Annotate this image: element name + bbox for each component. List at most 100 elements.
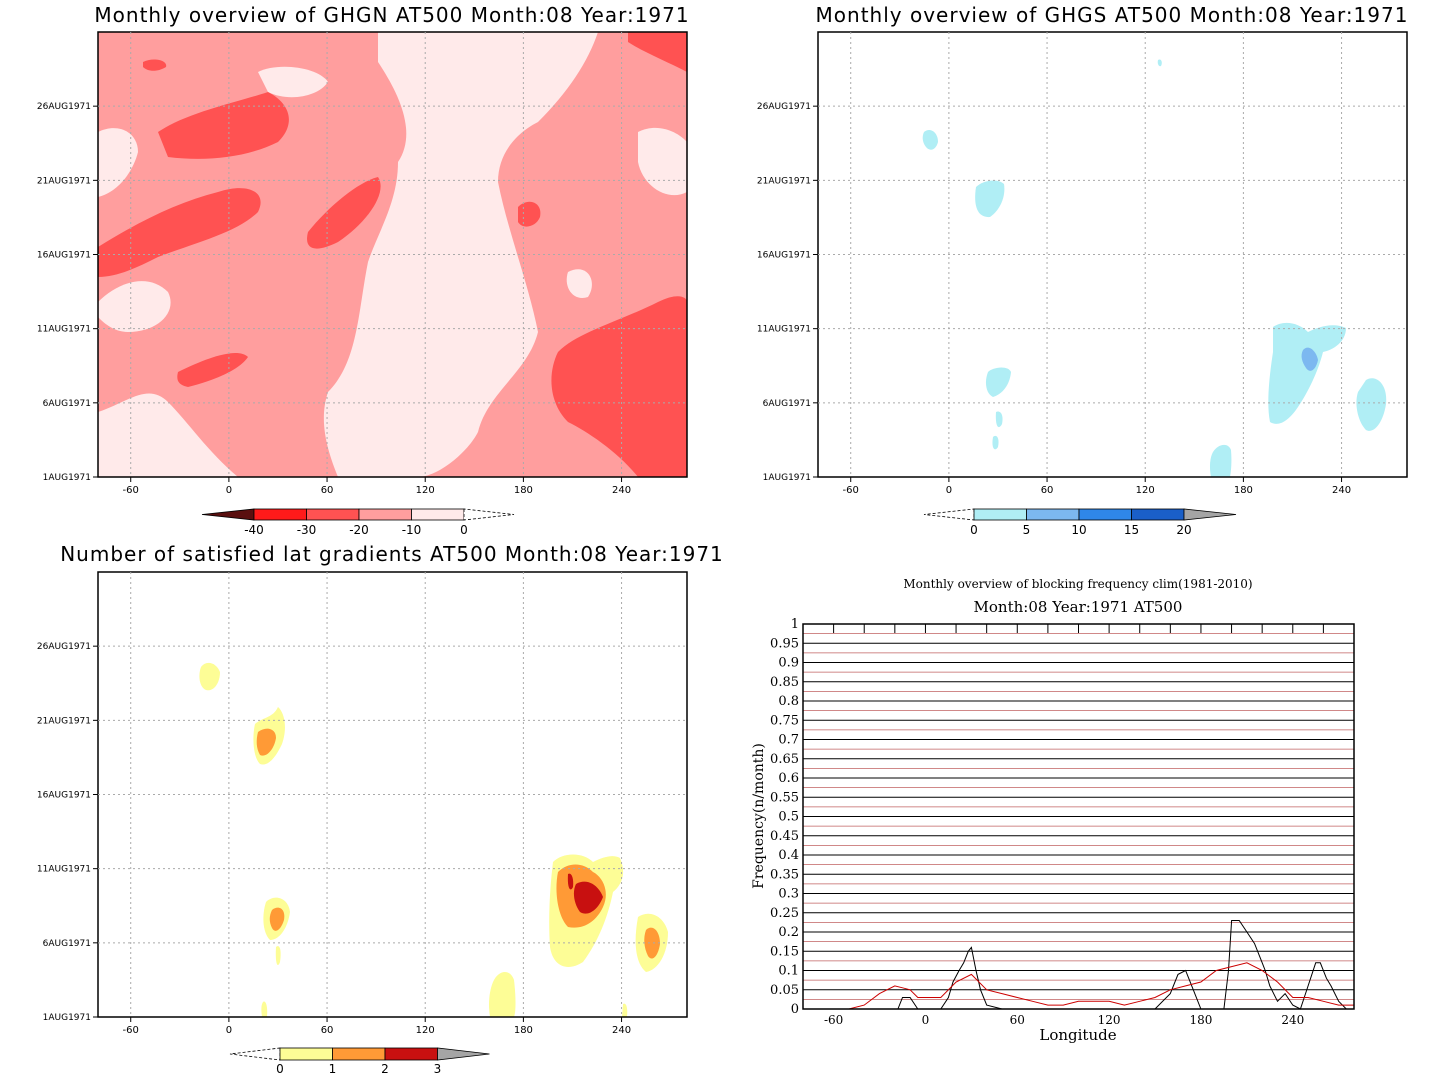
grad-blob-7: [489, 971, 516, 1017]
ghgs-ytick-label: 16AUG1971: [757, 251, 811, 261]
ghgn-region-m20-topright: [628, 32, 687, 72]
ghgs-blob-1: [922, 130, 938, 150]
ghgn-xtick-label: -60: [123, 485, 139, 496]
ghgn-region-light-center: [323, 32, 598, 477]
ghgn-cb-label: -40: [244, 523, 264, 537]
freq-ytick-label: 0.95: [770, 636, 799, 651]
ghgn-region-light-top: [258, 66, 328, 98]
ghgs-cb-low-triangle: [923, 508, 975, 521]
freq-ytick-label: 0.2: [778, 925, 799, 940]
ghgn-cb-label: -20: [349, 523, 369, 537]
freq-ytick-label: 0.9: [778, 656, 799, 671]
freq-ytick-label: 0.55: [770, 790, 799, 805]
ghgs-xtick-label: 0: [946, 485, 952, 496]
gradients-colorbar: 0 1 2 3: [229, 1047, 490, 1076]
ghgn-region-light-right: [638, 127, 687, 196]
freq-ytick-label: 1: [791, 617, 799, 632]
freq-ytick-label: 0: [791, 1002, 799, 1017]
freq-ytick-label: 0.15: [770, 944, 799, 959]
gradients-cb-box: [384, 1047, 438, 1061]
ghgs-cb-box: [1131, 508, 1185, 521]
ghgs-xtick-label: -60: [843, 485, 859, 496]
gradients-cb-box: [279, 1047, 333, 1061]
ghgs-blob-2: [975, 180, 1005, 218]
freq-ytick-label: 0.1: [778, 964, 799, 979]
gradients-cb-label: 2: [381, 1062, 389, 1076]
gradients-xtick-label: 0: [226, 1025, 232, 1036]
ghgn-region-m20-topleft: [143, 59, 167, 71]
grad-blob-9: [622, 1003, 628, 1017]
freq-series-black-line: [803, 920, 1354, 1010]
ghgn-ytick-label: 6AUG1971: [43, 399, 91, 409]
gradients-cb-label: 1: [329, 1062, 337, 1076]
ghgn-cb-label: -10: [402, 523, 422, 537]
freq-ytick-label: 0.7: [778, 733, 799, 748]
ghgn-xtick-label: 120: [416, 485, 435, 496]
ghgn-cb-box: [306, 508, 360, 521]
ghgs-colorbar: 0 5 10 15 20: [923, 508, 1237, 537]
panel-ghgn: Monthly overview of GHGN AT500 Month:08 …: [37, 3, 689, 537]
ghgn-cb-label: 0: [460, 523, 468, 537]
freq-ytick-label: 0.85: [770, 675, 799, 690]
ghgn-region-light-left: [98, 393, 238, 477]
gradients-xtick-label: -60: [123, 1025, 139, 1036]
ghgs-ytick-label: 21AUG1971: [757, 176, 811, 186]
ghgs-blob-6: [992, 435, 999, 450]
ghgs-cb-label: 0: [970, 523, 978, 537]
ghgn-xtick-label: 240: [612, 485, 631, 496]
freq-series-red-line: [803, 962, 1354, 1010]
ghgs-cb-box: [1078, 508, 1132, 521]
freq-xtick-label: 180: [1189, 1013, 1212, 1027]
ghgn-cb-box: [358, 508, 412, 521]
ghgn-cb-label: -30: [297, 523, 317, 537]
grad-blob-8: [261, 1001, 268, 1017]
ghgn-xtick-label: 0: [226, 485, 232, 496]
gradients-title: Number of satisfied lat gradients AT500 …: [60, 542, 724, 566]
ghgs-xtick-label: 120: [1136, 485, 1155, 496]
freq-xlabel: Longitude: [1039, 1026, 1116, 1044]
ghgs-xtick-label: 240: [1332, 485, 1351, 496]
gradients-xtick-label: 60: [321, 1025, 334, 1036]
gradients-ytick-label: 1AUG1971: [43, 1013, 91, 1023]
freq-ytick-label: 0.3: [778, 887, 799, 902]
ghgn-colorbar: -40 -30 -20 -10 0: [201, 508, 515, 537]
gradients-ytick-label: 11AUG1971: [37, 865, 91, 875]
gradients-xtick-label: 180: [514, 1025, 533, 1036]
ghgn-ytick-label: 26AUG1971: [37, 102, 91, 112]
ghgn-cb-high-triangle: [463, 508, 515, 521]
ghgn-region-light-topleft: [98, 128, 138, 197]
freq-series: [803, 920, 1354, 1010]
freq-ytick-label: 0.65: [770, 752, 799, 767]
gradients-cb-label: 3: [434, 1062, 442, 1076]
gradients-axes: -60 0 60 120 180 240 1AUG1971 6AUG1971 11AUG1971…: [37, 572, 687, 1036]
grad-blob-1: [199, 662, 220, 691]
ghgs-blob-9: [1209, 444, 1232, 477]
ghgn-region-m20-mid2: [307, 177, 381, 249]
freq-xtick-label: 0: [922, 1013, 930, 1027]
freq-ytick-label: 0.75: [770, 713, 799, 728]
gradients-ytick-label: 21AUG1971: [37, 716, 91, 726]
ghgn-cb-box: [411, 508, 465, 521]
ghgn-ytick-label: 16AUG1971: [37, 251, 91, 261]
ghgs-xtick-label: 60: [1041, 485, 1054, 496]
freq-gridlines: [803, 623, 1354, 1010]
freq-ytick-label: 0.6: [778, 771, 799, 786]
ghgn-region-m20-low: [177, 352, 248, 387]
ghgs-title: Monthly overview of GHGS AT500 Month:08 …: [816, 3, 1409, 27]
freq-subtitle: Month:08 Year:1971 AT500: [974, 598, 1183, 616]
ghgs-xtick-label: 180: [1234, 485, 1253, 496]
ghgn-cb-low-triangle: [201, 508, 255, 521]
grad-blob-2-core: [256, 728, 276, 756]
ghgn-axes: -60 0 60 120 180 240 1AUG1971 6AUG1971 11AUG1971…: [37, 32, 687, 496]
ghgs-blob-4: [985, 367, 1011, 397]
grad-blob-3-core: [269, 907, 285, 931]
grad-blob-5-core: [573, 881, 603, 914]
gradients-ytick-label: 26AUG1971: [37, 642, 91, 652]
ghgs-cb-label: 15: [1124, 523, 1139, 537]
grad-blob-5-core2: [567, 873, 574, 890]
ghgn-cb-box: [253, 508, 307, 521]
panel-frequency: Monthly overview of blocking frequency c…: [751, 577, 1355, 1044]
ghgs-blob-7-core: [1301, 347, 1318, 371]
ghgn-ytick-label: 11AUG1971: [37, 325, 91, 335]
